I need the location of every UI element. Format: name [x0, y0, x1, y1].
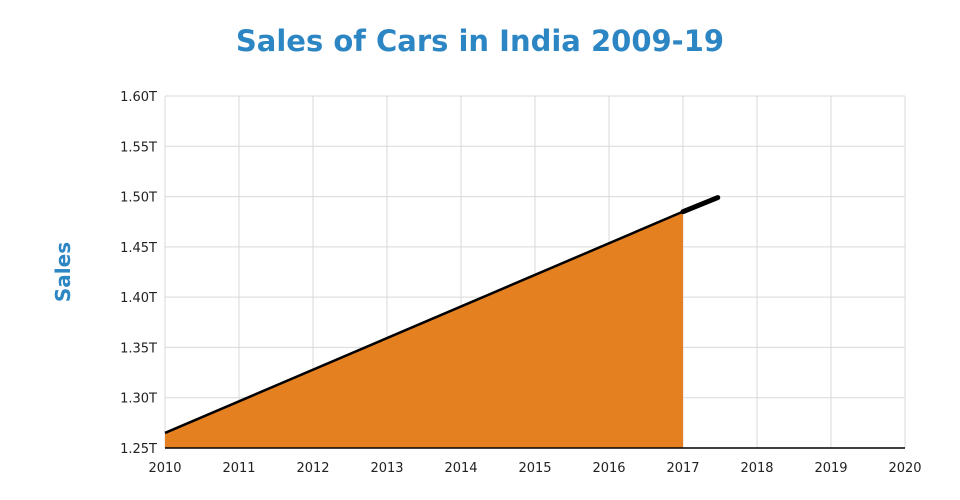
x-tick-label: 2018: [740, 461, 773, 476]
y-tick-label: 1.45T: [120, 241, 157, 256]
y-tick-label: 1.50T: [120, 191, 157, 206]
x-tick-label: 2010: [148, 461, 181, 476]
line-extension: [680, 195, 721, 215]
x-tick-label: 2019: [814, 461, 847, 476]
x-tick-label: 2017: [666, 461, 699, 476]
y-tick-label: 1.60T: [120, 90, 157, 105]
y-tick-label: 1.35T: [120, 341, 157, 356]
area-fill: [165, 211, 683, 448]
x-tick-label: 2015: [518, 461, 551, 476]
y-tick-label: 1.40T: [120, 291, 157, 306]
x-tick-label: 2013: [370, 461, 403, 476]
x-tick-label: 2014: [444, 461, 477, 476]
y-tick-label: 1.30T: [120, 392, 157, 407]
area-line: [164, 210, 684, 435]
x-tick-label: 2011: [222, 461, 255, 476]
x-tick-label: 2012: [296, 461, 329, 476]
chart-title: Sales of Cars in India 2009-19: [235, 24, 725, 58]
y-tick-label: 1.25T: [120, 442, 157, 457]
x-tick-label: 2020: [888, 461, 921, 476]
y-tick-label: 1.55T: [120, 140, 157, 155]
x-tick-label: 2016: [592, 461, 625, 476]
